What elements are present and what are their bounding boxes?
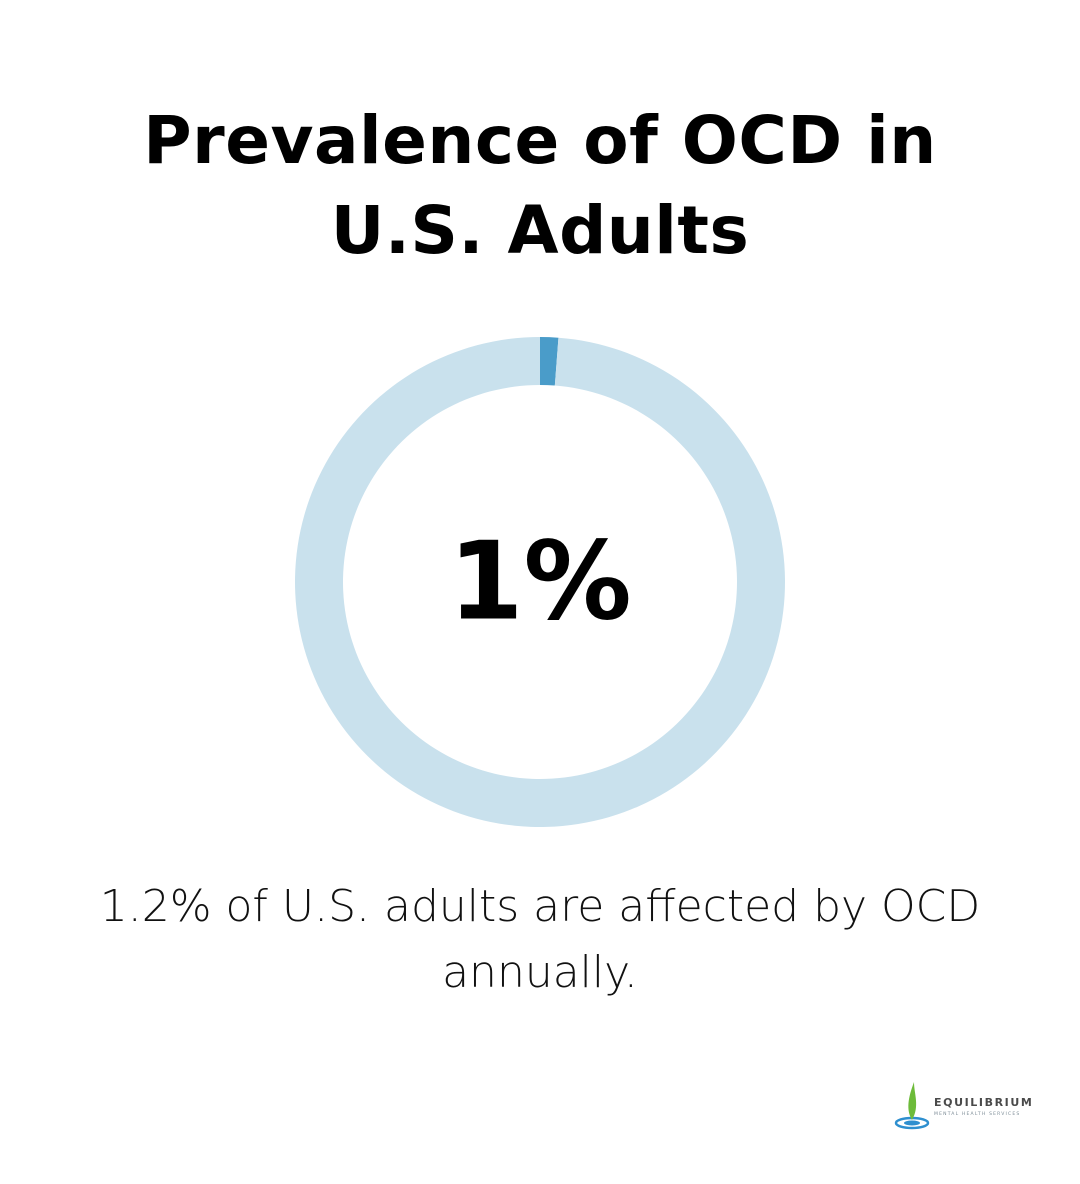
chart-description: 1.2% of U.S. adults are affected by OCD … (99, 881, 981, 998)
donut-slice-affected (540, 337, 559, 386)
donut-chart: 1% (290, 332, 790, 832)
donut-svg: 1% (295, 337, 785, 827)
logo-name: EQUILIBRIUM (934, 1096, 1034, 1109)
chart-title: Prevalence of OCD in U.S. Adults (143, 102, 937, 269)
logo-tagline: MENTAL HEALTH SERVICES (934, 1112, 1021, 1117)
center-value-label: 1% (448, 520, 631, 645)
brand-logo: EQUILIBRIUM MENTAL HEALTH SERVICES (894, 1076, 1034, 1132)
leaf-drop-icon (894, 1082, 930, 1130)
donut-slices (295, 337, 785, 827)
